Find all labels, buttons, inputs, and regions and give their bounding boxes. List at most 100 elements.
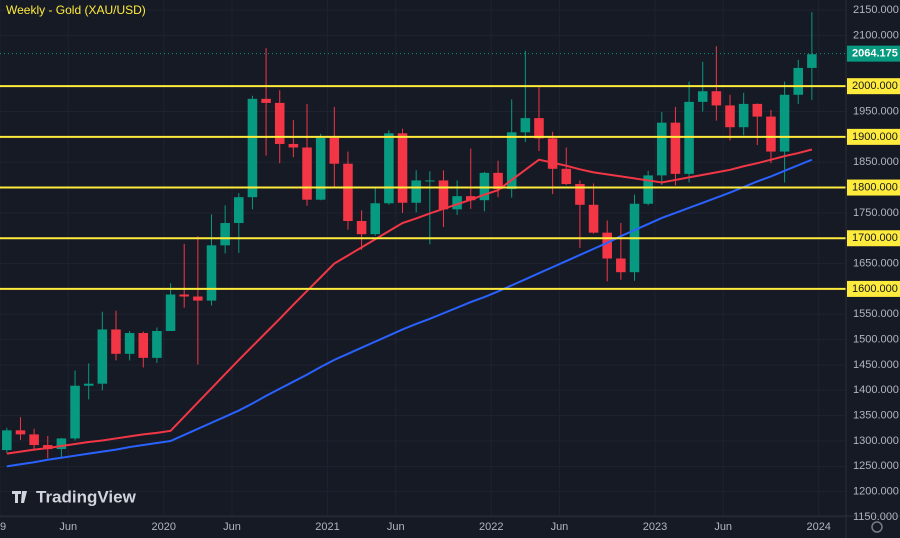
y-tick-label: 1950.000 (853, 105, 899, 117)
candle-body (274, 102, 285, 144)
candle-body (766, 116, 776, 152)
x-tick-label: Jun (223, 521, 241, 533)
level-label-box (847, 128, 900, 145)
level-label-box (847, 179, 900, 196)
candle-body (725, 105, 735, 128)
grid (0, 0, 846, 518)
candle-body (657, 122, 667, 176)
candle-body (29, 434, 39, 446)
candle-body (738, 103, 749, 128)
moving-average (6, 148, 813, 455)
candle-body (70, 385, 80, 439)
candle-body (234, 197, 244, 224)
watermark: TradingView (36, 487, 137, 506)
candle-body (329, 137, 340, 164)
candle-body (2, 430, 12, 451)
candle-body (302, 147, 312, 200)
candle-body (684, 101, 694, 174)
candle-body (261, 98, 271, 103)
y-tick-label: 1300.000 (853, 435, 899, 447)
settings-icon[interactable] (871, 521, 883, 533)
candle-body (138, 333, 149, 358)
candle-body (411, 180, 421, 203)
candle-body (111, 329, 121, 354)
candle-body (124, 333, 135, 354)
chart-title: Weekly - Gold (XAU/USD) (6, 3, 146, 17)
candle-body (83, 383, 94, 386)
candle-body (452, 196, 462, 210)
candle-body (425, 180, 435, 182)
x-tick-label: Jun (387, 521, 405, 533)
x-tick-label: 2020 (151, 521, 175, 533)
logo (12, 491, 27, 503)
last-price-box (847, 45, 900, 62)
candle-body (520, 118, 531, 133)
candle-body (97, 329, 108, 384)
moving-average (6, 158, 813, 468)
x-tick-label: 2022 (479, 521, 503, 533)
x-tick-label: Jun (59, 521, 77, 533)
x-tick-label: 2023 (643, 521, 667, 533)
y-tick-label: 1750.000 (853, 207, 899, 219)
candle-body (206, 245, 217, 301)
candle-body (438, 180, 449, 210)
candle-body (15, 430, 26, 435)
candle-body (506, 132, 517, 190)
candle-body (752, 103, 763, 117)
candle-body (370, 203, 381, 235)
level-label-box (847, 78, 900, 95)
candle-body (643, 175, 653, 204)
candle-body (356, 220, 367, 235)
level-label: 1700.000 (852, 232, 898, 244)
level-label: 2000.000 (852, 80, 898, 92)
candle-body (165, 294, 176, 331)
axes: 2150.000 2100.000 1950.000 1850.000 1750.000… (0, 4, 900, 533)
y-tick-label: 1150.000 (853, 511, 898, 523)
level-label: 1800.000 (852, 181, 898, 193)
candle-body (697, 91, 708, 102)
candle-body (602, 232, 612, 259)
candle-body (479, 172, 490, 201)
y-tick-label: 1550.000 (853, 308, 899, 320)
candle-body (547, 138, 558, 169)
candle-body (616, 258, 626, 273)
y-tick-label: 1250.000 (853, 460, 899, 472)
candle-body (670, 122, 681, 174)
candle-body (384, 133, 394, 204)
candle-body (247, 98, 258, 198)
candle-body (465, 196, 476, 201)
candle-body (588, 204, 599, 233)
candle-body (397, 133, 408, 203)
x-tick-label: 2024 (806, 521, 830, 533)
candle-body (220, 223, 230, 246)
candle-body (56, 438, 67, 450)
x-tick-label: Jun (551, 521, 569, 533)
candle-body (711, 91, 722, 106)
level-label-box (847, 230, 900, 247)
y-tick-label: 1200.000 (853, 486, 899, 498)
y-tick-label: 1400.000 (853, 384, 899, 396)
y-tick-label: 2100.000 (853, 29, 899, 41)
y-tick-label: 1500.000 (853, 334, 899, 346)
level-label-box (847, 280, 900, 297)
y-tick-label: 1350.000 (853, 410, 899, 422)
x-tick-label: 19 (0, 521, 6, 533)
y-tick-label: 1450.000 (853, 359, 899, 371)
level-label: 1900.000 (852, 131, 898, 143)
candle-body (42, 445, 53, 450)
candle-body (807, 54, 817, 68)
last-price-label: 2064.175 (852, 48, 898, 60)
candle-body (152, 330, 162, 358)
x-tick-label: Jun (714, 521, 732, 533)
candle-body (793, 67, 804, 95)
plot (0, 12, 846, 468)
candle-body (493, 172, 503, 190)
candle-body (315, 137, 326, 200)
candle-body (534, 118, 544, 139)
candle-body (779, 94, 790, 152)
x-tick-label: 2021 (315, 521, 339, 533)
y-tick-label: 2150.000 (853, 4, 899, 16)
candle-body (179, 294, 189, 297)
